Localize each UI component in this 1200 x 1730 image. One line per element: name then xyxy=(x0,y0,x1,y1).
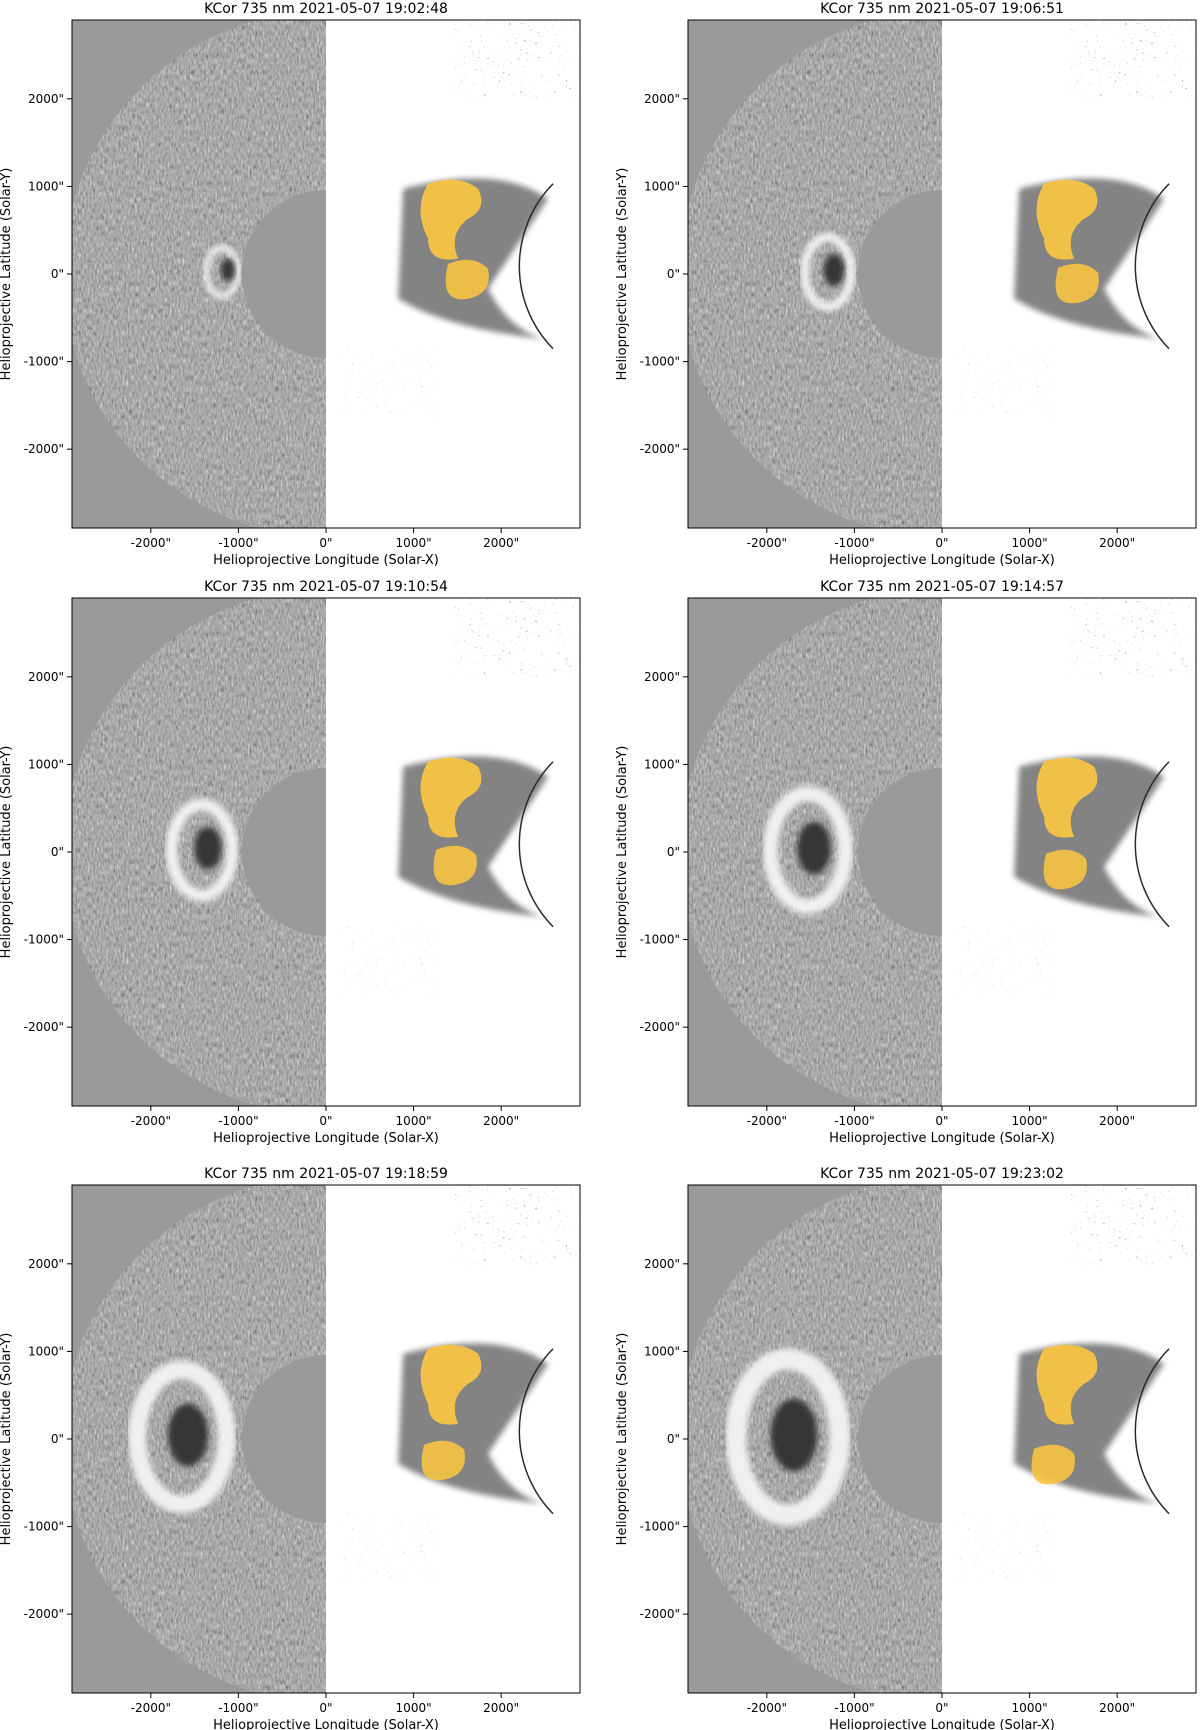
x-tick-label: 1000" xyxy=(1012,1114,1048,1128)
y-tick-label: -2000" xyxy=(640,442,680,456)
y-tick-label: 2000" xyxy=(28,670,64,684)
y-axis-label: Helioprojective Latitude (Solar-Y) xyxy=(0,1333,14,1546)
y-tick-label: -2000" xyxy=(24,442,64,456)
x-axis-label: Helioprojective Longitude (Solar-X) xyxy=(213,553,439,568)
y-tick-label: 0" xyxy=(51,845,64,859)
x-tick-label: 0" xyxy=(319,1114,332,1128)
x-tick-label: 0" xyxy=(319,536,332,550)
panel-3: KCor 735 nm 2021-05-07 19:10:54 -2000" -10… xyxy=(0,579,581,1146)
panel-6: KCor 735 nm 2021-05-07 19:23:02 -2000" -10… xyxy=(615,1166,1197,1730)
y-tick-label: -2000" xyxy=(640,1607,680,1621)
y-tick-label: 0" xyxy=(51,1432,64,1446)
y-tick-label: 1000" xyxy=(644,1344,680,1358)
coronal-image xyxy=(72,20,580,528)
panel-4: KCor 735 nm 2021-05-07 19:14:57 -2000" -10… xyxy=(615,579,1197,1146)
x-tick-label: 1000" xyxy=(396,1701,432,1715)
x-tick-label: -2000" xyxy=(747,536,787,550)
x-tick-label: 2000" xyxy=(1099,1114,1135,1128)
y-tick-label: 1000" xyxy=(28,1344,64,1358)
coronal-image xyxy=(688,598,1196,1106)
panel-title: KCor 735 nm 2021-05-07 19:02:48 xyxy=(204,1,448,17)
y-tick-label: 2000" xyxy=(28,1257,64,1271)
y-tick-label: 1000" xyxy=(644,757,680,771)
y-axis-label: Helioprojective Latitude (Solar-Y) xyxy=(0,746,14,959)
x-axis-label: Helioprojective Longitude (Solar-X) xyxy=(829,553,1055,568)
y-tick-label: -1000" xyxy=(24,355,64,369)
x-tick-label: -1000" xyxy=(834,1701,874,1715)
x-tick-label: 2000" xyxy=(483,536,519,550)
coronal-image xyxy=(72,1185,580,1693)
x-tick-label: 0" xyxy=(319,1701,332,1715)
x-tick-label: 0" xyxy=(935,536,948,550)
y-tick-label: 1000" xyxy=(28,179,64,193)
x-tick-label: -2000" xyxy=(131,1114,171,1128)
y-tick-label: -1000" xyxy=(24,1520,64,1534)
y-axis-label: Helioprojective Latitude (Solar-Y) xyxy=(615,746,630,959)
y-tick-label: 2000" xyxy=(644,1257,680,1271)
x-tick-label: 1000" xyxy=(396,1114,432,1128)
y-tick-label: 2000" xyxy=(28,92,64,106)
x-axis-label: Helioprojective Longitude (Solar-X) xyxy=(829,1718,1055,1730)
y-tick-label: 0" xyxy=(51,267,64,281)
x-tick-label: 2000" xyxy=(483,1701,519,1715)
x-axis-label: Helioprojective Longitude (Solar-X) xyxy=(213,1718,439,1730)
panel-1: KCor 735 nm 2021-05-07 19:02:48 -2000" -10… xyxy=(0,1,581,568)
x-tick-label: 0" xyxy=(935,1114,948,1128)
x-tick-label: 1000" xyxy=(1012,536,1048,550)
panel-title: KCor 735 nm 2021-05-07 19:06:51 xyxy=(820,1,1064,17)
y-tick-label: 2000" xyxy=(644,92,680,106)
x-tick-label: -2000" xyxy=(747,1114,787,1128)
panel-5: KCor 735 nm 2021-05-07 19:18:59 -2000" -10… xyxy=(0,1166,581,1730)
x-tick-label: -2000" xyxy=(131,536,171,550)
x-tick-label: -1000" xyxy=(218,1701,258,1715)
y-tick-label: 0" xyxy=(667,267,680,281)
x-tick-label: -1000" xyxy=(218,1114,258,1128)
x-tick-label: 2000" xyxy=(1099,536,1135,550)
y-tick-label: -1000" xyxy=(640,1520,680,1534)
x-axis-label: Helioprojective Longitude (Solar-X) xyxy=(213,1131,439,1146)
x-tick-label: -1000" xyxy=(834,1114,874,1128)
x-tick-label: 2000" xyxy=(1099,1701,1135,1715)
y-tick-label: -1000" xyxy=(24,933,64,947)
y-tick-label: 2000" xyxy=(644,670,680,684)
x-tick-label: 1000" xyxy=(1012,1701,1048,1715)
x-tick-label: 1000" xyxy=(396,536,432,550)
y-axis-label: Helioprojective Latitude (Solar-Y) xyxy=(615,1333,630,1546)
panel-2: KCor 735 nm 2021-05-07 19:06:51 -2000" -10… xyxy=(615,1,1197,568)
y-tick-label: 0" xyxy=(667,1432,680,1446)
x-tick-label: 2000" xyxy=(483,1114,519,1128)
x-tick-label: -1000" xyxy=(834,536,874,550)
y-tick-label: -2000" xyxy=(24,1020,64,1034)
coronal-image xyxy=(688,20,1196,528)
coronal-image xyxy=(72,598,580,1106)
y-tick-label: 1000" xyxy=(644,179,680,193)
y-tick-label: -2000" xyxy=(24,1607,64,1621)
panel-title: KCor 735 nm 2021-05-07 19:23:02 xyxy=(820,1166,1064,1182)
x-tick-label: -2000" xyxy=(747,1701,787,1715)
panel-title: KCor 735 nm 2021-05-07 19:14:57 xyxy=(820,579,1064,595)
y-tick-label: -1000" xyxy=(640,933,680,947)
y-axis-label: Helioprojective Latitude (Solar-Y) xyxy=(0,168,14,381)
x-tick-label: -1000" xyxy=(218,536,258,550)
x-axis-label: Helioprojective Longitude (Solar-X) xyxy=(829,1131,1055,1146)
panel-title: KCor 735 nm 2021-05-07 19:18:59 xyxy=(204,1166,448,1182)
y-tick-label: -2000" xyxy=(640,1020,680,1034)
y-axis-label: Helioprojective Latitude (Solar-Y) xyxy=(615,168,630,381)
x-tick-label: 0" xyxy=(935,1701,948,1715)
coronal-image xyxy=(688,1185,1196,1693)
x-tick-label: -2000" xyxy=(131,1701,171,1715)
y-tick-label: 0" xyxy=(667,845,680,859)
y-tick-label: -1000" xyxy=(640,355,680,369)
y-tick-label: 1000" xyxy=(28,757,64,771)
panel-title: KCor 735 nm 2021-05-07 19:10:54 xyxy=(204,579,448,595)
